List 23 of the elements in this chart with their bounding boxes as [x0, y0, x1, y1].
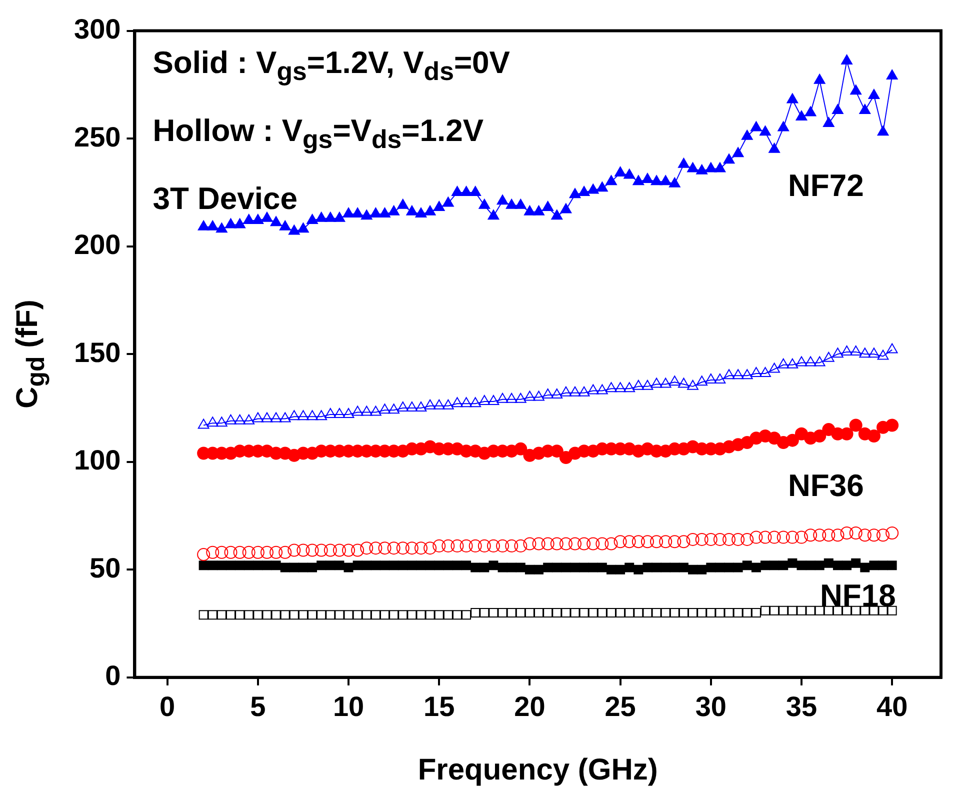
y-tick-label: 300: [74, 14, 121, 45]
y-tick-label: 250: [74, 121, 121, 152]
x-axis-title: Frequency (GHz): [418, 753, 658, 786]
x-tick-label: 35: [786, 690, 818, 722]
y-tick-label: 0: [105, 660, 121, 692]
annotation: Hollow : V$_{gs}$=V$_{ds}$=1.2V: [152, 112, 484, 156]
y-tick-label: 150: [74, 336, 121, 368]
y-tick-label: 100: [74, 444, 121, 476]
x-tick-label: 5: [250, 690, 266, 722]
x-tick-label: 20: [514, 690, 546, 722]
y-tick-label: 200: [74, 229, 121, 260]
x-tick-label: 0: [160, 690, 176, 722]
annotation: NF36: [788, 467, 864, 505]
x-tick-label: 25: [604, 690, 636, 722]
x-tick-label: 40: [876, 690, 908, 722]
x-tick-label: 15: [424, 690, 455, 722]
x-tick-label: 10: [332, 690, 364, 722]
annotation: NF72: [788, 167, 864, 205]
annotation: 3T Device: [152, 180, 298, 218]
x-tick-label: 30: [695, 690, 726, 722]
annotation: NF18: [820, 577, 896, 615]
annotation: Solid : V$_{gs}$=1.2V, V$_{ds}$=0V: [152, 44, 510, 88]
y-tick-label: 50: [90, 552, 121, 584]
